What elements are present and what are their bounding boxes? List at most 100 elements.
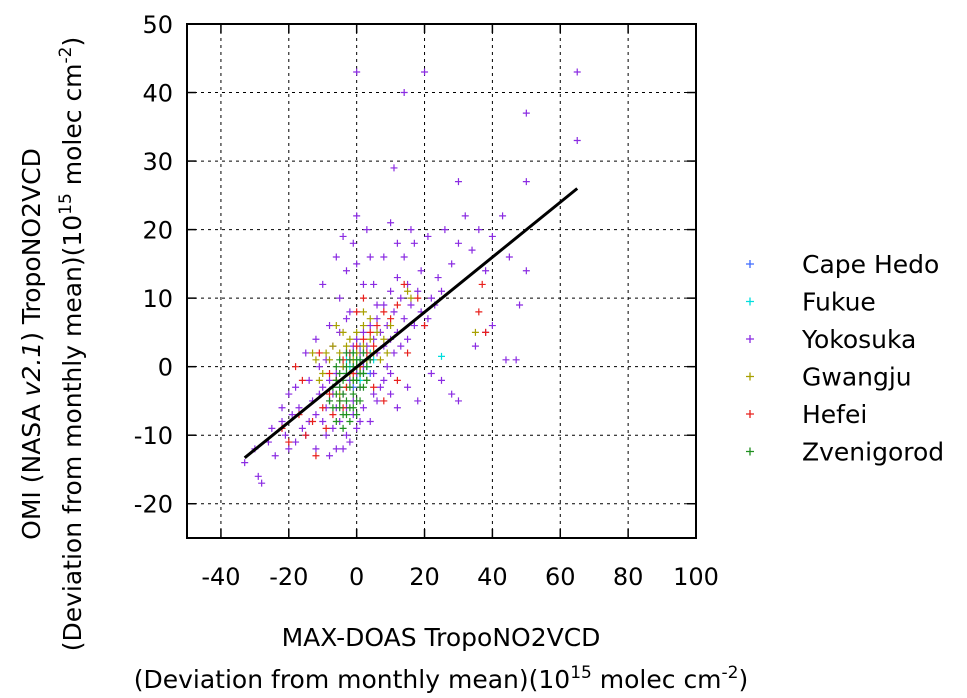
data-point bbox=[380, 335, 388, 343]
data-point bbox=[329, 342, 337, 350]
legend-label: Gwangju bbox=[802, 363, 912, 392]
data-point bbox=[376, 383, 384, 391]
data-point bbox=[336, 404, 344, 412]
data-point bbox=[285, 438, 293, 446]
data-point bbox=[278, 404, 286, 412]
data-point bbox=[346, 383, 354, 391]
data-point bbox=[353, 424, 361, 432]
data-point bbox=[285, 445, 293, 453]
data-point bbox=[336, 356, 344, 364]
x-axis-title-line1: MAX-DOAS TropoNO2VCD bbox=[282, 623, 601, 652]
legend-item: Fukue bbox=[746, 288, 876, 317]
x-tick-label: 100 bbox=[673, 563, 719, 591]
data-point bbox=[312, 452, 320, 460]
data-point bbox=[281, 431, 289, 439]
legend-item: Cape Hedo bbox=[746, 250, 939, 279]
data-point bbox=[393, 404, 401, 412]
data-point bbox=[353, 335, 361, 343]
data-point bbox=[414, 397, 422, 405]
x-tick-label: -20 bbox=[269, 563, 308, 591]
data-point bbox=[454, 178, 462, 186]
data-point bbox=[363, 226, 371, 234]
data-point bbox=[475, 226, 483, 234]
data-point bbox=[373, 397, 381, 405]
data-point bbox=[319, 280, 327, 288]
legend-item: Zvenigorod bbox=[746, 438, 944, 467]
data-point bbox=[353, 342, 361, 350]
data-point bbox=[400, 89, 408, 97]
data-point bbox=[353, 308, 361, 316]
data-point bbox=[356, 417, 364, 425]
data-point bbox=[404, 335, 412, 343]
data-point bbox=[326, 370, 334, 378]
data-point bbox=[512, 356, 520, 364]
legend-label: Zvenigorod bbox=[802, 438, 944, 467]
data-point bbox=[438, 352, 445, 360]
data-point bbox=[346, 335, 354, 343]
data-point bbox=[454, 397, 462, 405]
data-point bbox=[390, 349, 398, 357]
data-point bbox=[319, 370, 327, 378]
data-point bbox=[322, 431, 330, 439]
data-point bbox=[522, 109, 530, 117]
data-point bbox=[424, 315, 432, 323]
data-point bbox=[359, 308, 367, 316]
data-point bbox=[339, 232, 347, 240]
data-point bbox=[380, 376, 388, 384]
data-point bbox=[370, 370, 378, 378]
data-point bbox=[359, 322, 367, 330]
series-yokosuka bbox=[241, 68, 581, 487]
data-point bbox=[322, 349, 330, 357]
data-point bbox=[353, 212, 361, 220]
data-point bbox=[302, 349, 310, 357]
data-point bbox=[359, 335, 367, 343]
legend-label: Cape Hedo bbox=[802, 250, 939, 279]
legend-item: Gwangju bbox=[746, 363, 912, 392]
data-point bbox=[285, 390, 293, 398]
data-point bbox=[380, 253, 388, 261]
data-point bbox=[346, 356, 354, 364]
data-point bbox=[475, 308, 483, 316]
data-point bbox=[319, 417, 327, 425]
y-tick-label: 10 bbox=[142, 285, 173, 313]
data-point bbox=[346, 417, 354, 425]
y-tick-label: 50 bbox=[142, 11, 173, 39]
data-point bbox=[326, 376, 334, 384]
data-point bbox=[349, 349, 357, 357]
data-point bbox=[292, 438, 300, 446]
y-tick-label: -10 bbox=[134, 422, 173, 450]
data-point bbox=[312, 445, 320, 453]
data-point bbox=[359, 294, 367, 302]
data-point bbox=[373, 328, 381, 336]
data-point bbox=[353, 260, 361, 268]
data-point bbox=[414, 287, 422, 295]
data-point bbox=[454, 239, 462, 247]
data-point bbox=[404, 287, 412, 295]
data-point bbox=[292, 383, 300, 391]
data-point bbox=[370, 383, 378, 391]
data-point bbox=[353, 328, 361, 336]
legend-label: Hefei bbox=[802, 400, 867, 429]
y-axis-title-line1: OMI (NASA v2.1) TropoNO2VCD bbox=[17, 148, 46, 540]
data-point bbox=[312, 335, 320, 343]
data-point bbox=[342, 342, 350, 350]
data-point bbox=[319, 404, 327, 412]
data-point bbox=[390, 308, 398, 316]
x-tick-labels: -40 -20 0 20 40 60 80 100 bbox=[201, 24, 719, 591]
data-point bbox=[380, 301, 388, 309]
y-tick-label: 40 bbox=[142, 80, 173, 108]
data-point bbox=[390, 164, 398, 172]
data-point bbox=[336, 370, 344, 378]
data-point bbox=[400, 253, 408, 261]
data-point bbox=[315, 363, 323, 371]
grid-lines bbox=[187, 24, 696, 538]
legend: Cape Hedo Fukue Yokosuka Gwangju Hefei Zvenig… bbox=[746, 250, 944, 467]
data-point bbox=[339, 390, 347, 398]
data-point bbox=[349, 404, 357, 412]
data-point bbox=[380, 308, 388, 316]
data-point bbox=[387, 315, 395, 323]
data-point bbox=[373, 315, 381, 323]
data-point bbox=[499, 212, 507, 220]
data-point bbox=[373, 322, 381, 330]
